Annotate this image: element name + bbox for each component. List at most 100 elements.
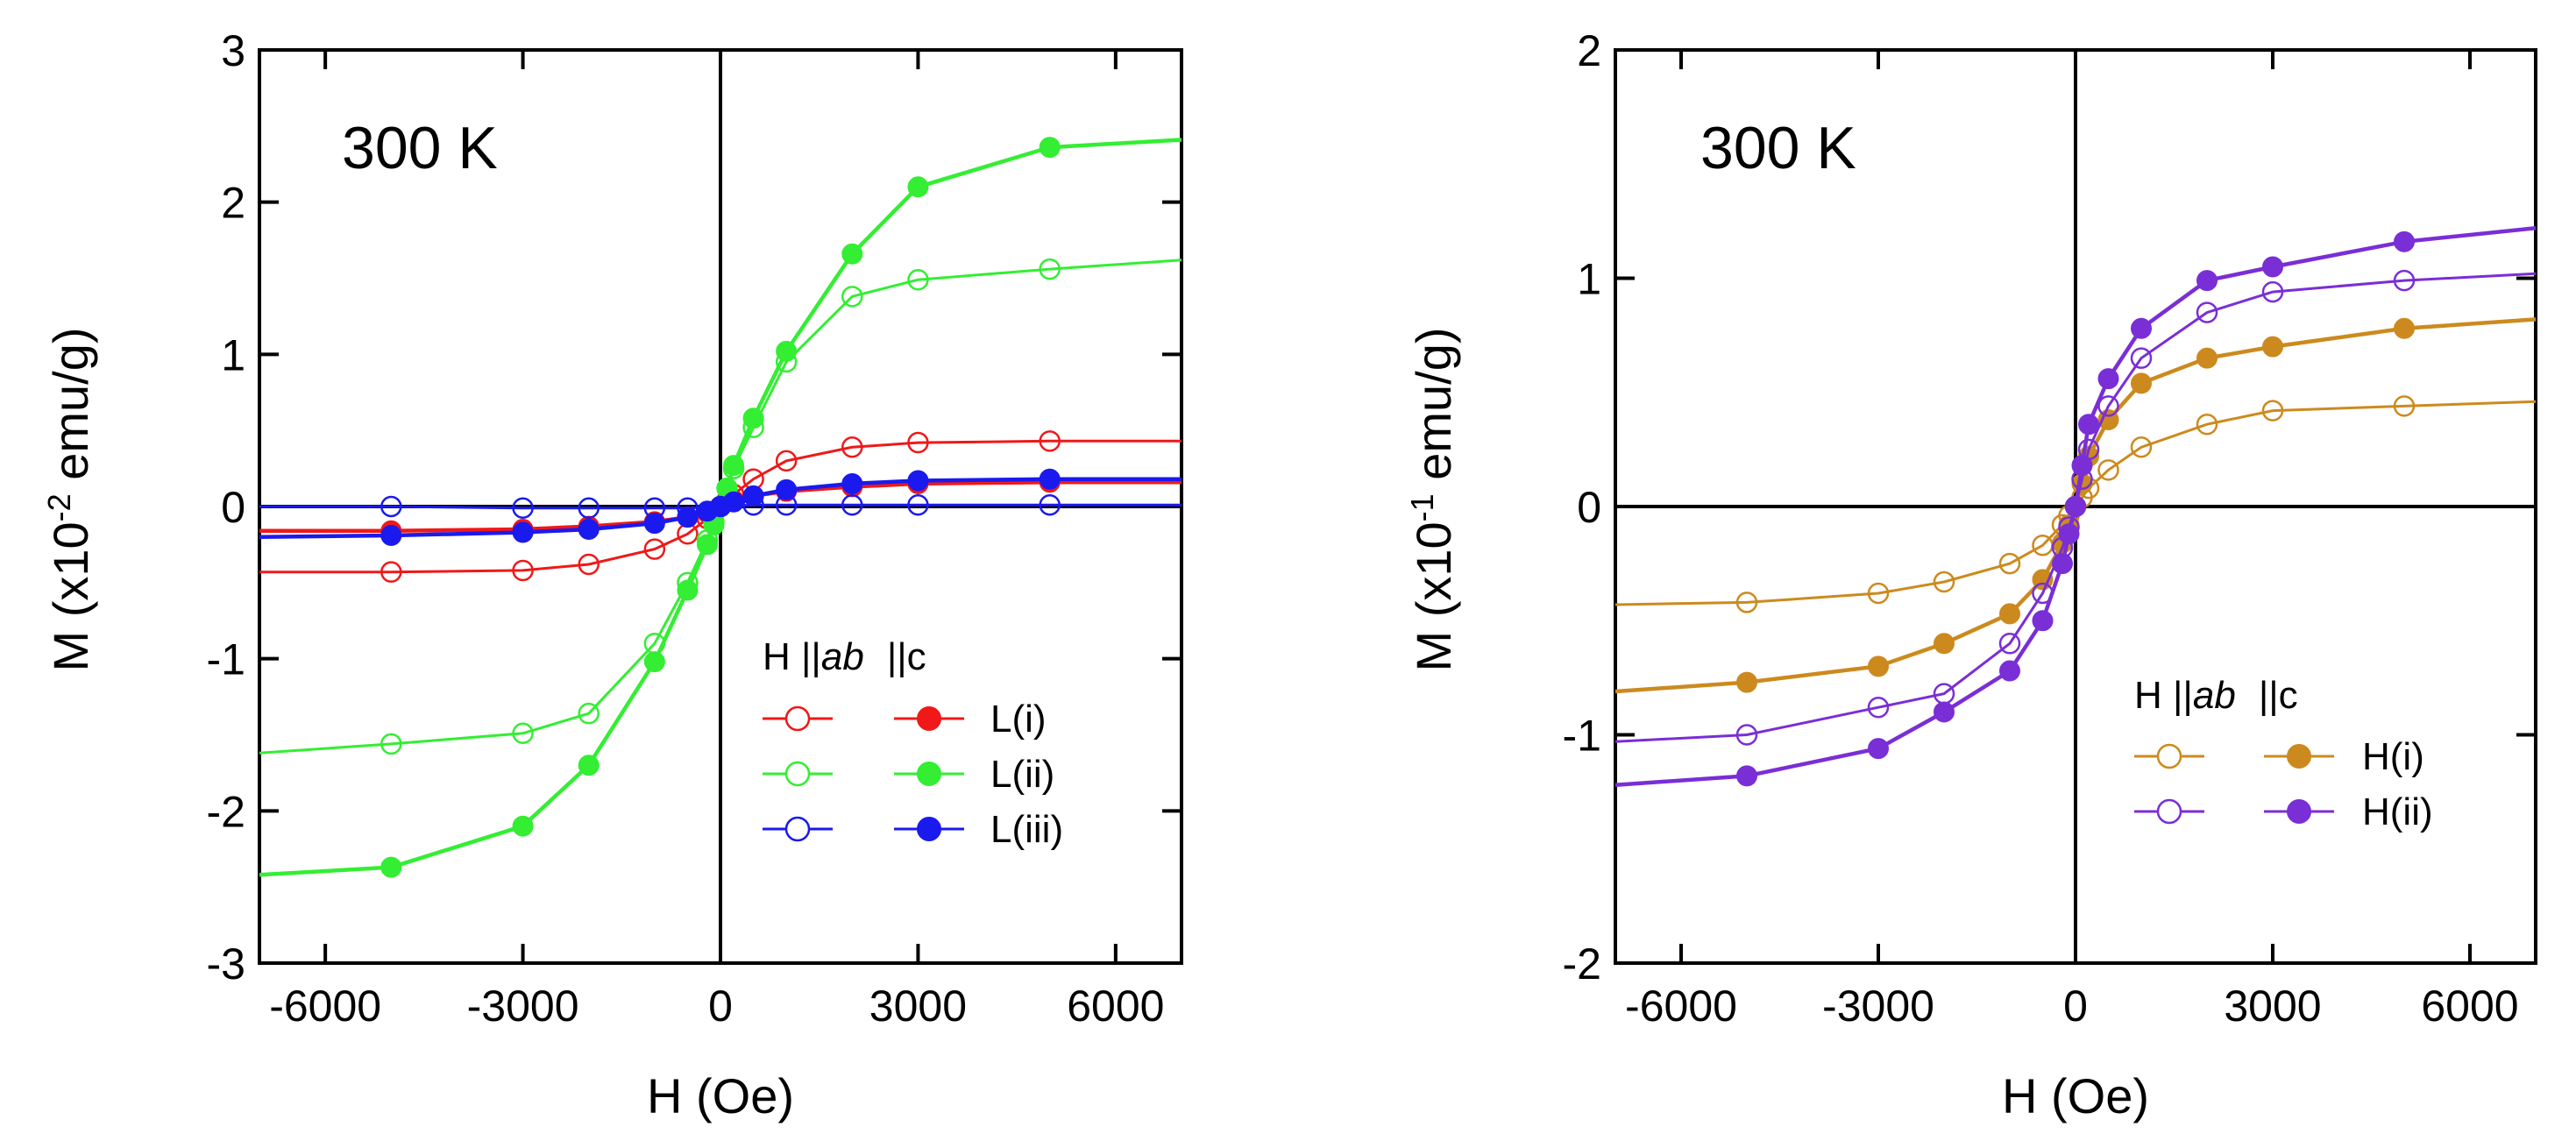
- right-legend-row: H(ii): [2134, 790, 2433, 833]
- left-data-point: [380, 856, 402, 878]
- left-data-point: [512, 815, 534, 837]
- left-data-point: [776, 478, 798, 500]
- left-series-liii-c: [259, 468, 1182, 546]
- left-data-point: [907, 494, 929, 516]
- right-x-axis-label: H (Oe): [2002, 1068, 2149, 1123]
- right-y-axis-label: M (x10-1 emu/g): [1404, 327, 1462, 671]
- left-legend-label: L(ii): [990, 753, 1054, 796]
- left-y-axis-label-text: M (x10-2 emu/g): [41, 327, 99, 671]
- right-data-point: [2065, 496, 2086, 517]
- right-data-point: [2131, 372, 2152, 394]
- right-data-point: [2097, 368, 2119, 390]
- right-data-point: [1867, 696, 1890, 719]
- left-data-point: [380, 733, 402, 755]
- right-x-tick-label: -6000: [1625, 981, 1737, 1031]
- right-legend-row: H(i): [2134, 735, 2424, 778]
- left-data-point: [578, 497, 600, 519]
- right-y-axis-label-text: M (x10-1 emu/g): [1404, 327, 1462, 671]
- left-panel: M (x10-2 emu/g) H (Oe) 300 K H ||ab ||c L…: [41, 26, 1183, 1123]
- right-data-point: [1868, 655, 1889, 677]
- left-data-point: [742, 485, 764, 507]
- right-data-point: [2131, 317, 2152, 339]
- left-data-point: [841, 286, 863, 308]
- right-data-point: [2078, 414, 2099, 436]
- left-y-tick-label: -3: [207, 939, 245, 989]
- left-x-tick-label: 6000: [1067, 981, 1164, 1031]
- left-data-point: [742, 407, 764, 429]
- left-data-point: [841, 436, 863, 458]
- left-x-axis-label: H (Oe): [647, 1068, 794, 1123]
- right-data-point: [1999, 660, 2020, 682]
- right-x-tick-label: 0: [2063, 981, 2088, 1031]
- right-data-point: [1735, 592, 1758, 613]
- left-y-tick-label: -2: [207, 787, 245, 836]
- right-legend: H ||ab ||c H(i) H(ii): [2134, 674, 2433, 833]
- left-data-point: [723, 491, 745, 513]
- right-legend-filled-marker: [2287, 799, 2311, 824]
- right-data-point: [2032, 610, 2054, 632]
- left-legend-header: H ||ab ||c: [763, 635, 926, 678]
- left-legend: H ||ab ||c L(i) L(ii) L(iii): [763, 635, 1063, 851]
- left-x-tick-label: 0: [708, 981, 733, 1031]
- right-legend-label: H(ii): [2362, 790, 2433, 833]
- left-data-point: [696, 534, 718, 556]
- right-data-point: [2196, 301, 2218, 323]
- right-data-point: [2394, 230, 2415, 252]
- left-temperature-annotation: 300 K: [342, 115, 498, 181]
- left-legend-row: L(ii): [763, 753, 1054, 796]
- left-legend-row: L(i): [763, 698, 1047, 741]
- left-data-point: [677, 579, 699, 601]
- right-data-point: [2262, 336, 2283, 358]
- left-data-point: [578, 755, 600, 776]
- right-legend-header: H ||ab ||c: [2134, 674, 2298, 717]
- left-legend-row: L(iii): [763, 808, 1063, 851]
- right-y-tick-label: 2: [1577, 26, 1601, 75]
- left-y-tick-label: 3: [221, 26, 245, 75]
- right-data-point: [2058, 523, 2080, 545]
- left-legend-label: L(iii): [990, 808, 1063, 851]
- left-legend-label: L(i): [990, 698, 1047, 741]
- left-data-point: [907, 176, 929, 198]
- left-data-point: [841, 494, 863, 516]
- left-y-tick-label: 0: [221, 483, 245, 532]
- right-temperature-annotation: 300 K: [1700, 115, 1856, 181]
- left-y-tick-label: 1: [221, 330, 245, 379]
- left-legend-filled-marker: [917, 706, 941, 731]
- left-data-point: [643, 651, 665, 673]
- right-x-tick-label: 3000: [2224, 981, 2321, 1031]
- right-data-point: [1736, 671, 1757, 693]
- right-data-point: [2130, 347, 2153, 369]
- right-legend-filled-marker: [2287, 744, 2311, 769]
- right-data-point: [1998, 552, 2021, 575]
- right-y-tick-label: 0: [1577, 483, 1601, 532]
- left-legend-filled-marker: [917, 817, 941, 841]
- right-y-tick-label: -2: [1563, 939, 1601, 989]
- right-data-point: [2196, 270, 2218, 292]
- left-data-point: [578, 702, 600, 725]
- right-data-point: [2393, 269, 2416, 292]
- left-data-point: [512, 722, 534, 745]
- right-data-point: [2196, 347, 2218, 369]
- left-y-tick-label: -1: [207, 635, 245, 684]
- right-series-hii-c: [1614, 225, 2537, 788]
- right-data-point: [2261, 400, 2284, 422]
- left-data-point: [907, 268, 929, 291]
- right-y-tick-label: -1: [1563, 712, 1601, 761]
- left-data-point: [643, 513, 665, 535]
- right-legend-open-marker: [2156, 798, 2182, 825]
- right-data-point: [1934, 701, 1955, 723]
- right-data-point: [1998, 633, 2021, 655]
- right-data-point: [1933, 570, 1955, 593]
- right-data-point: [1867, 582, 1890, 605]
- right-x-tick-label: 6000: [2421, 981, 2518, 1031]
- right-legend-open-marker: [2156, 743, 2182, 769]
- left-data-point: [907, 431, 929, 454]
- left-y-axis-label: M (x10-2 emu/g): [41, 327, 99, 671]
- left-data-point: [512, 559, 534, 582]
- right-data-point: [2393, 395, 2416, 417]
- left-data-point: [723, 455, 745, 477]
- right-data-point: [1934, 633, 1955, 655]
- left-x-tick-label: 3000: [869, 981, 967, 1031]
- left-data-point: [512, 497, 534, 519]
